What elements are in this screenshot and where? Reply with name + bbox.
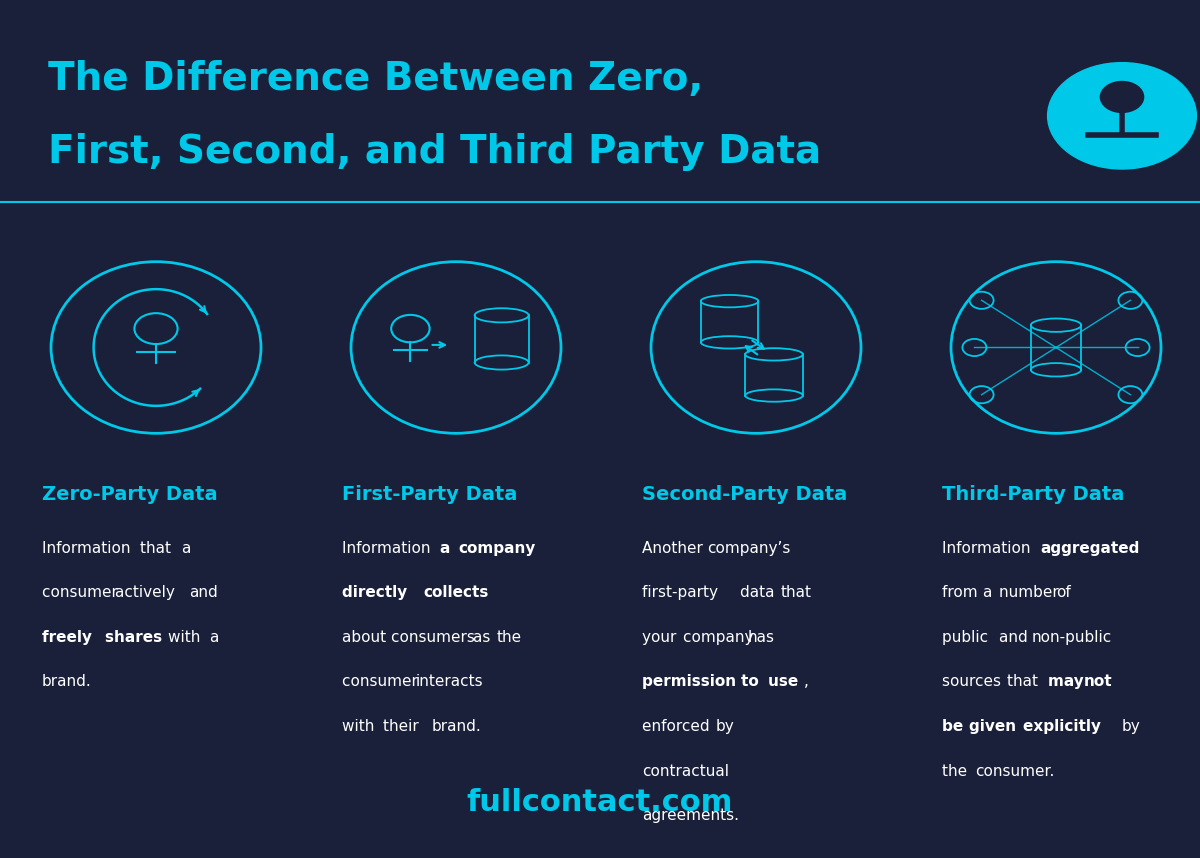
Text: the: the xyxy=(942,764,972,778)
Text: First, Second, and Third Party Data: First, Second, and Third Party Data xyxy=(48,133,821,171)
Text: brand.: brand. xyxy=(42,674,91,689)
Text: be: be xyxy=(942,719,968,734)
Text: public: public xyxy=(942,630,994,644)
Text: directly: directly xyxy=(342,585,413,600)
Text: by: by xyxy=(1122,719,1141,734)
Text: that: that xyxy=(140,541,175,555)
Text: the: the xyxy=(497,630,522,644)
Text: first-party: first-party xyxy=(642,585,722,600)
Text: ,: , xyxy=(804,674,809,689)
Circle shape xyxy=(1100,82,1144,112)
Text: of: of xyxy=(1056,585,1070,600)
Text: Information: Information xyxy=(42,541,136,555)
Text: consumer.: consumer. xyxy=(974,764,1054,778)
Text: interacts: interacts xyxy=(415,674,484,689)
Text: actively: actively xyxy=(115,585,180,600)
Text: given: given xyxy=(970,719,1021,734)
Text: from: from xyxy=(942,585,983,600)
Text: as: as xyxy=(473,630,494,644)
Text: company’s: company’s xyxy=(707,541,791,555)
Text: with: with xyxy=(168,630,205,644)
Text: consumers: consumers xyxy=(391,630,480,644)
Text: brand.: brand. xyxy=(432,719,481,734)
Text: Information: Information xyxy=(342,541,436,555)
Text: freely: freely xyxy=(42,630,97,644)
Text: and: and xyxy=(188,585,217,600)
Text: enforced: enforced xyxy=(642,719,714,734)
Text: about: about xyxy=(342,630,391,644)
Text: Another: Another xyxy=(642,541,708,555)
Text: agreements.: agreements. xyxy=(642,808,739,823)
Text: to: to xyxy=(742,674,764,689)
Text: Information: Information xyxy=(942,541,1036,555)
Text: Second-Party Data: Second-Party Data xyxy=(642,485,847,504)
Text: use: use xyxy=(768,674,804,689)
Text: collects: collects xyxy=(424,585,488,600)
Text: contractual: contractual xyxy=(642,764,730,778)
Text: non-public: non-public xyxy=(1032,630,1112,644)
Text: fullcontact.com: fullcontact.com xyxy=(467,788,733,817)
Text: company: company xyxy=(458,541,535,555)
Text: Third-Party Data: Third-Party Data xyxy=(942,485,1124,504)
Text: data: data xyxy=(740,585,779,600)
Text: First-Party Data: First-Party Data xyxy=(342,485,517,504)
Text: Zero-Party Data: Zero-Party Data xyxy=(42,485,217,504)
Text: a: a xyxy=(440,541,456,555)
Text: permission: permission xyxy=(642,674,742,689)
Text: may: may xyxy=(1048,674,1090,689)
Text: explicitly: explicitly xyxy=(1022,719,1106,734)
Text: your: your xyxy=(642,630,682,644)
Text: number: number xyxy=(1000,585,1063,600)
Text: a: a xyxy=(983,585,997,600)
Text: has: has xyxy=(748,630,775,644)
Text: shares: shares xyxy=(106,630,167,644)
Text: consumer: consumer xyxy=(342,674,422,689)
Text: and: and xyxy=(1000,630,1033,644)
Circle shape xyxy=(1048,63,1196,169)
Text: company: company xyxy=(683,630,758,644)
Text: that: that xyxy=(1007,674,1043,689)
Text: by: by xyxy=(715,719,734,734)
Text: aggregated: aggregated xyxy=(1040,541,1139,555)
Text: a: a xyxy=(181,541,190,555)
Text: with: with xyxy=(342,719,379,734)
Text: consumer: consumer xyxy=(42,585,122,600)
Text: sources: sources xyxy=(942,674,1006,689)
Text: not: not xyxy=(1084,674,1112,689)
Text: their: their xyxy=(383,719,424,734)
Text: a: a xyxy=(209,630,218,644)
Text: The Difference Between Zero,: The Difference Between Zero, xyxy=(48,60,703,98)
Text: that: that xyxy=(781,585,811,600)
